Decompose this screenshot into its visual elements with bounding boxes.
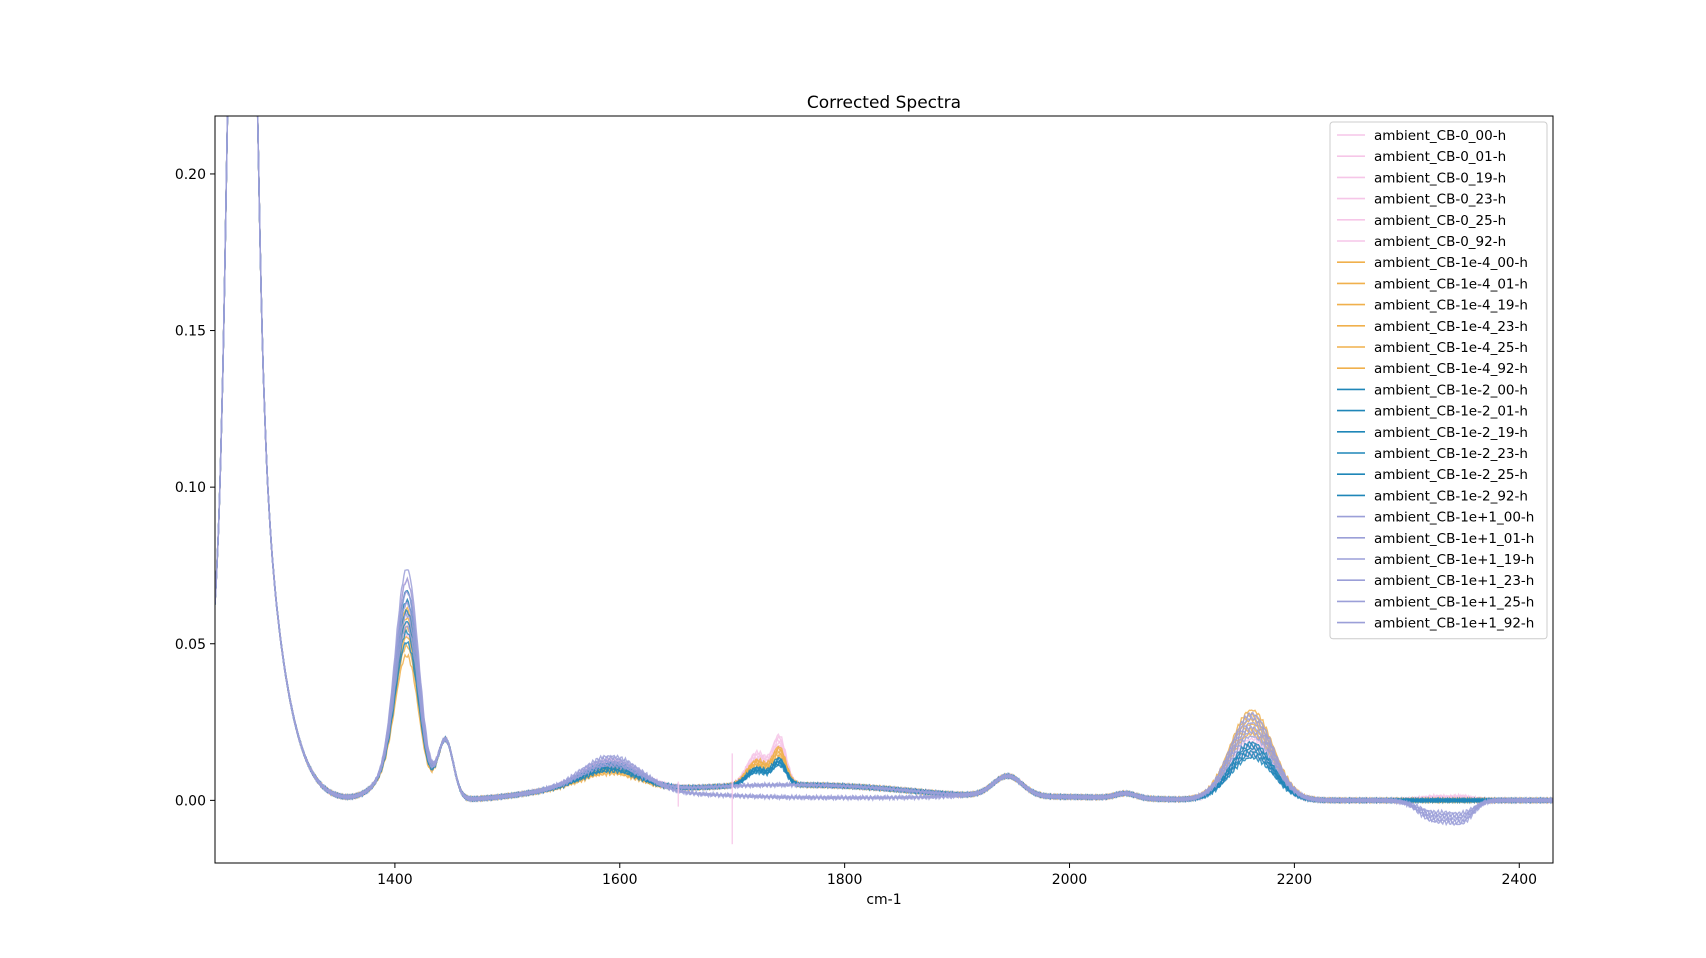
legend-entry: ambient_CB-1e-2_19-h [1374, 425, 1528, 441]
legend-entry: ambient_CB-1e-2_23-h [1374, 446, 1528, 462]
legend-entry: ambient_CB-1e-4_23-h [1374, 319, 1528, 335]
y-axis: 0.00 0.05 0.10 0.15 0.20 [175, 167, 215, 809]
x-tick-label: 2200 [1277, 872, 1313, 888]
legend-entry: ambient_CB-1e-2_01-h [1374, 404, 1528, 420]
legend-entry: ambient_CB-1e+1_19-h [1374, 552, 1534, 568]
x-tick-label: 1400 [377, 872, 413, 888]
legend-entry: ambient_CB-1e-4_01-h [1374, 276, 1528, 292]
legend-entry: ambient_CB-0_25-h [1374, 213, 1506, 229]
legend-entry: ambient_CB-1e-2_92-h [1374, 488, 1528, 504]
legend-entry: ambient_CB-0_01-h [1374, 149, 1506, 165]
legend-entry: ambient_CB-1e+1_25-h [1374, 594, 1534, 610]
x-tick-label: 1800 [827, 872, 863, 888]
chart-title: Corrected Spectra [807, 93, 961, 113]
legend-entry: ambient_CB-1e+1_92-h [1374, 616, 1534, 632]
y-tick-label: 0.15 [175, 324, 206, 340]
legend-entry: ambient_CB-0_19-h [1374, 170, 1506, 186]
series-line-ambient_CB-1e+1_92-h [215, 116, 1553, 827]
legend-entry: ambient_CB-1e-4_25-h [1374, 340, 1528, 356]
legend-entry: ambient_CB-0_00-h [1374, 128, 1506, 144]
x-axis-label: cm-1 [866, 892, 901, 908]
y-tick-label: 0.05 [175, 637, 206, 653]
legend-entry: ambient_CB-1e-4_00-h [1374, 255, 1528, 271]
legend-entry: ambient_CB-1e-2_25-h [1374, 467, 1528, 483]
x-tick-label: 1600 [602, 872, 638, 888]
legend-entry: ambient_CB-0_23-h [1374, 192, 1506, 208]
y-tick-label: 0.00 [175, 793, 206, 809]
plot-frame [214, 115, 1554, 864]
legend-entry: ambient_CB-1e-4_92-h [1374, 361, 1528, 377]
legend-entry: ambient_CB-1e-4_19-h [1374, 298, 1528, 314]
x-tick-label: 2400 [1501, 872, 1537, 888]
legend-entry: ambient_CB-1e+1_01-h [1374, 531, 1534, 547]
legend-entry: ambient_CB-1e-2_00-h [1374, 382, 1528, 398]
y-tick-label: 0.10 [175, 480, 206, 496]
legend-entry: ambient_CB-1e+1_23-h [1374, 573, 1534, 589]
legend-entry: ambient_CB-0_92-h [1374, 234, 1506, 250]
x-axis: 1400 1600 1800 2000 2200 2400 [377, 863, 1537, 888]
legend-entry: ambient_CB-1e+1_00-h [1374, 510, 1534, 526]
legend: ambient_CB-0_00-h ambient_CB-0_01-hambien… [1329, 121, 1548, 640]
series-layer [215, 116, 1553, 845]
y-tick-label: 0.20 [175, 167, 206, 183]
legend-box [1329, 121, 1548, 640]
x-tick-label: 2000 [1052, 872, 1088, 888]
